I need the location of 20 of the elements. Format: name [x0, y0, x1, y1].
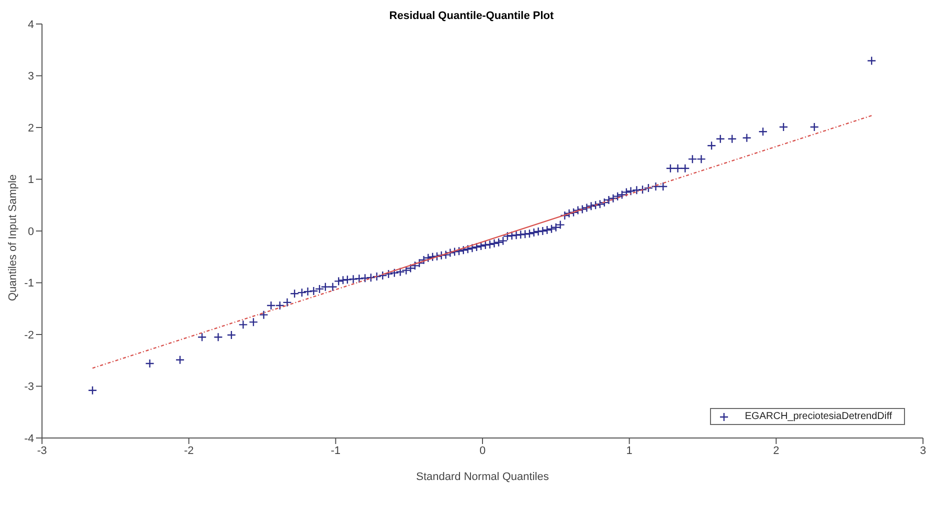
y-tick-label: -1: [24, 278, 34, 290]
y-tick-label: 4: [28, 18, 34, 31]
x-tick-label: -2: [184, 444, 194, 457]
y-tick-label: -2: [24, 329, 34, 342]
legend-label: EGARCH_preciotesiaDetrendDiff: [744, 411, 892, 422]
y-tick-label: 0: [28, 226, 34, 238]
x-tick-label: 0: [479, 444, 486, 457]
y-tick-label: -4: [24, 432, 34, 445]
chart-title: Residual Quantile-Quantile Plot: [389, 10, 554, 22]
y-tick-label: 2: [28, 122, 34, 134]
y-tick-label: 1: [28, 174, 34, 186]
x-axis-title: Standard Normal Quantiles: [416, 471, 550, 483]
x-tick-label: -3: [37, 444, 47, 457]
x-tick-label: 3: [920, 444, 926, 457]
x-tick-label: -1: [330, 444, 341, 457]
y-tick-label: 3: [28, 70, 34, 83]
y-tick-label: -3: [24, 381, 34, 394]
y-axis-title: Quantiles of Input Sample: [6, 174, 19, 301]
x-tick-label: 2: [773, 444, 780, 457]
x-tick-label: 1: [626, 444, 632, 457]
